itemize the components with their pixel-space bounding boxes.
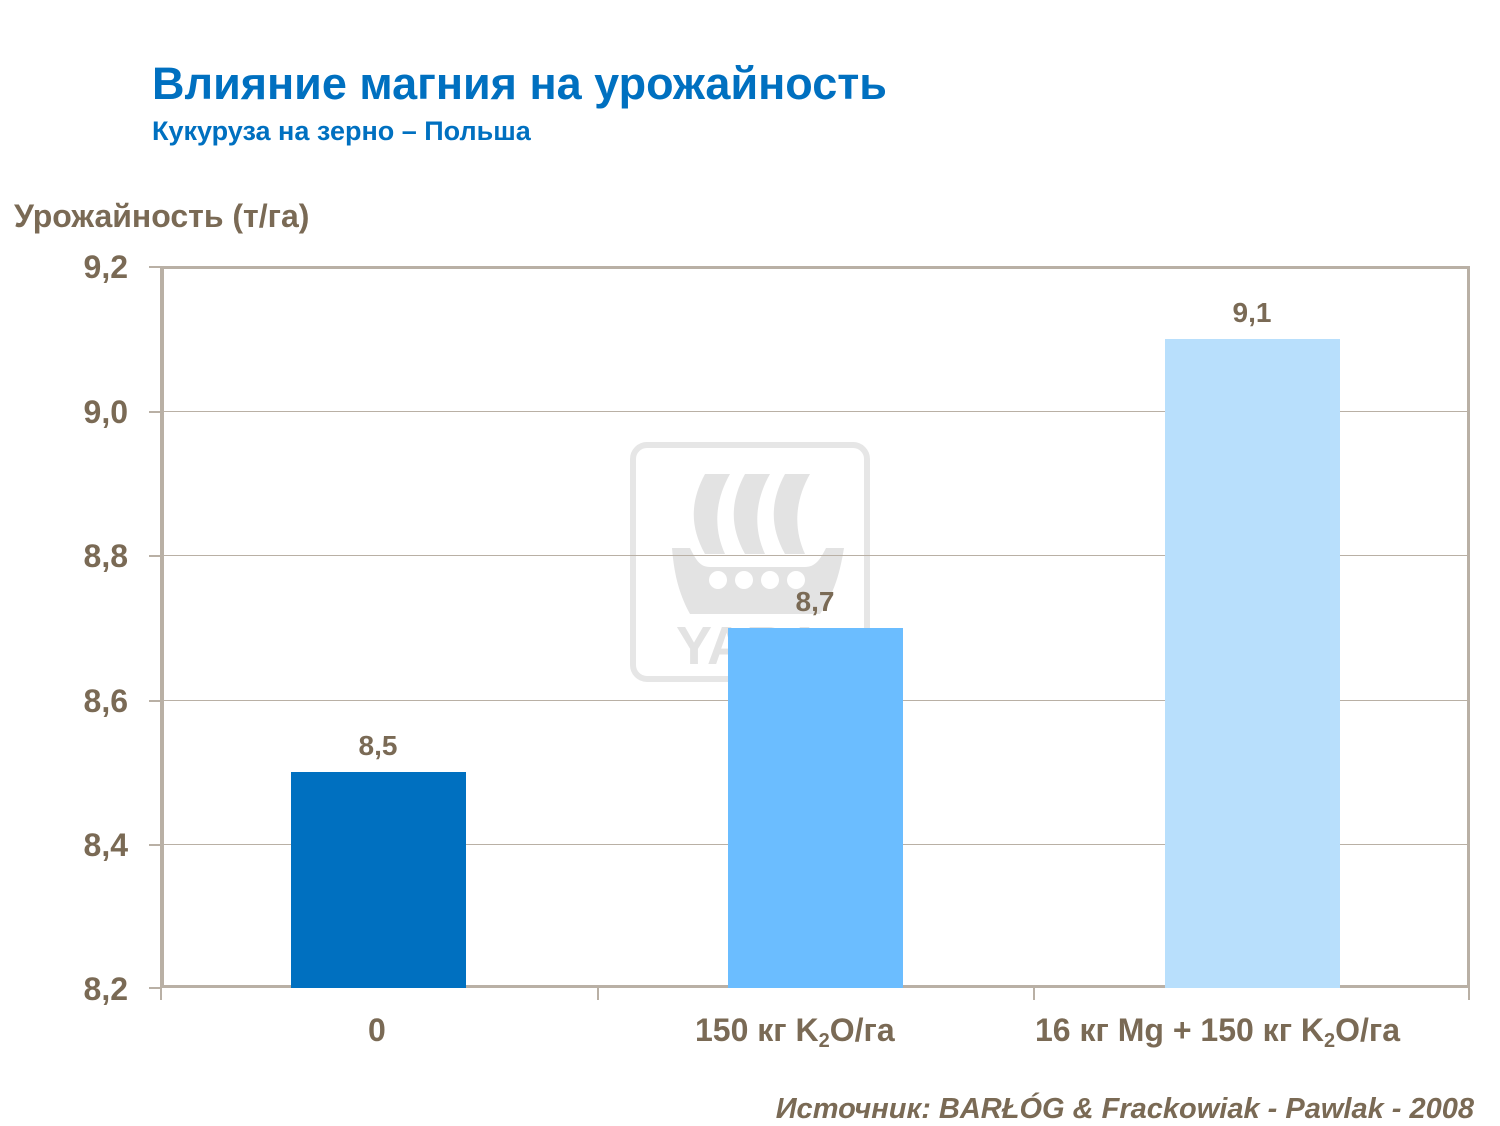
y-tick [149,987,161,989]
data-label: 8,5 [358,730,398,761]
y-tick [149,700,161,702]
bar-150kg-k2o [728,628,903,988]
y-tick [149,555,161,557]
x-tick [1468,988,1470,1000]
y-tick [149,266,161,268]
x-label-150kg-k2o: 150 кг K2O/га [695,1012,895,1053]
y-tick-label: 9,0 [83,394,128,430]
x-label-control: 0 [368,1012,386,1048]
y-tick [149,844,161,846]
bar-16kg-mg-150kg-k2o [1165,339,1340,988]
y-tick-label: 8,6 [83,683,128,719]
x-label-text: O/га [829,1012,895,1048]
bar-control [291,772,466,988]
x-tick [1033,988,1035,1000]
data-label: 9,1 [1232,297,1272,328]
y-tick-label: 8,8 [83,538,128,574]
x-label-text: 16 кг Mg + 150 кг K [1035,1012,1325,1048]
source-citation: Источник: BARŁÓG & Frackowiak - Pawlak -… [775,1093,1474,1125]
y-tick-label: 8,2 [83,971,128,1007]
y-tick-label: 9,2 [83,249,128,285]
data-label: 8,7 [795,586,835,617]
gridline [160,411,1470,412]
chart-subtitle: Кукуруза на зерно – Польша [152,116,531,146]
x-label-subscript: 2 [818,1030,830,1052]
x-tick [597,988,599,1000]
y-tick [149,411,161,413]
x-label-text: O/га [1335,1012,1401,1048]
y-axis-label: Урожайность (т/га) [14,198,310,234]
y-tick-label: 8,4 [83,827,128,863]
x-tick [160,988,162,1000]
x-label-16kg-mg-150kg-k2o: 16 кг Mg + 150 кг K2O/га [1035,1012,1400,1053]
x-label-subscript: 2 [1324,1030,1336,1052]
gridline [160,555,1470,556]
yara-logo-watermark-icon: YARA [630,442,870,682]
x-label-text: 150 кг K [695,1012,819,1048]
chart-title: Влияние магния на урожайность [152,58,887,109]
